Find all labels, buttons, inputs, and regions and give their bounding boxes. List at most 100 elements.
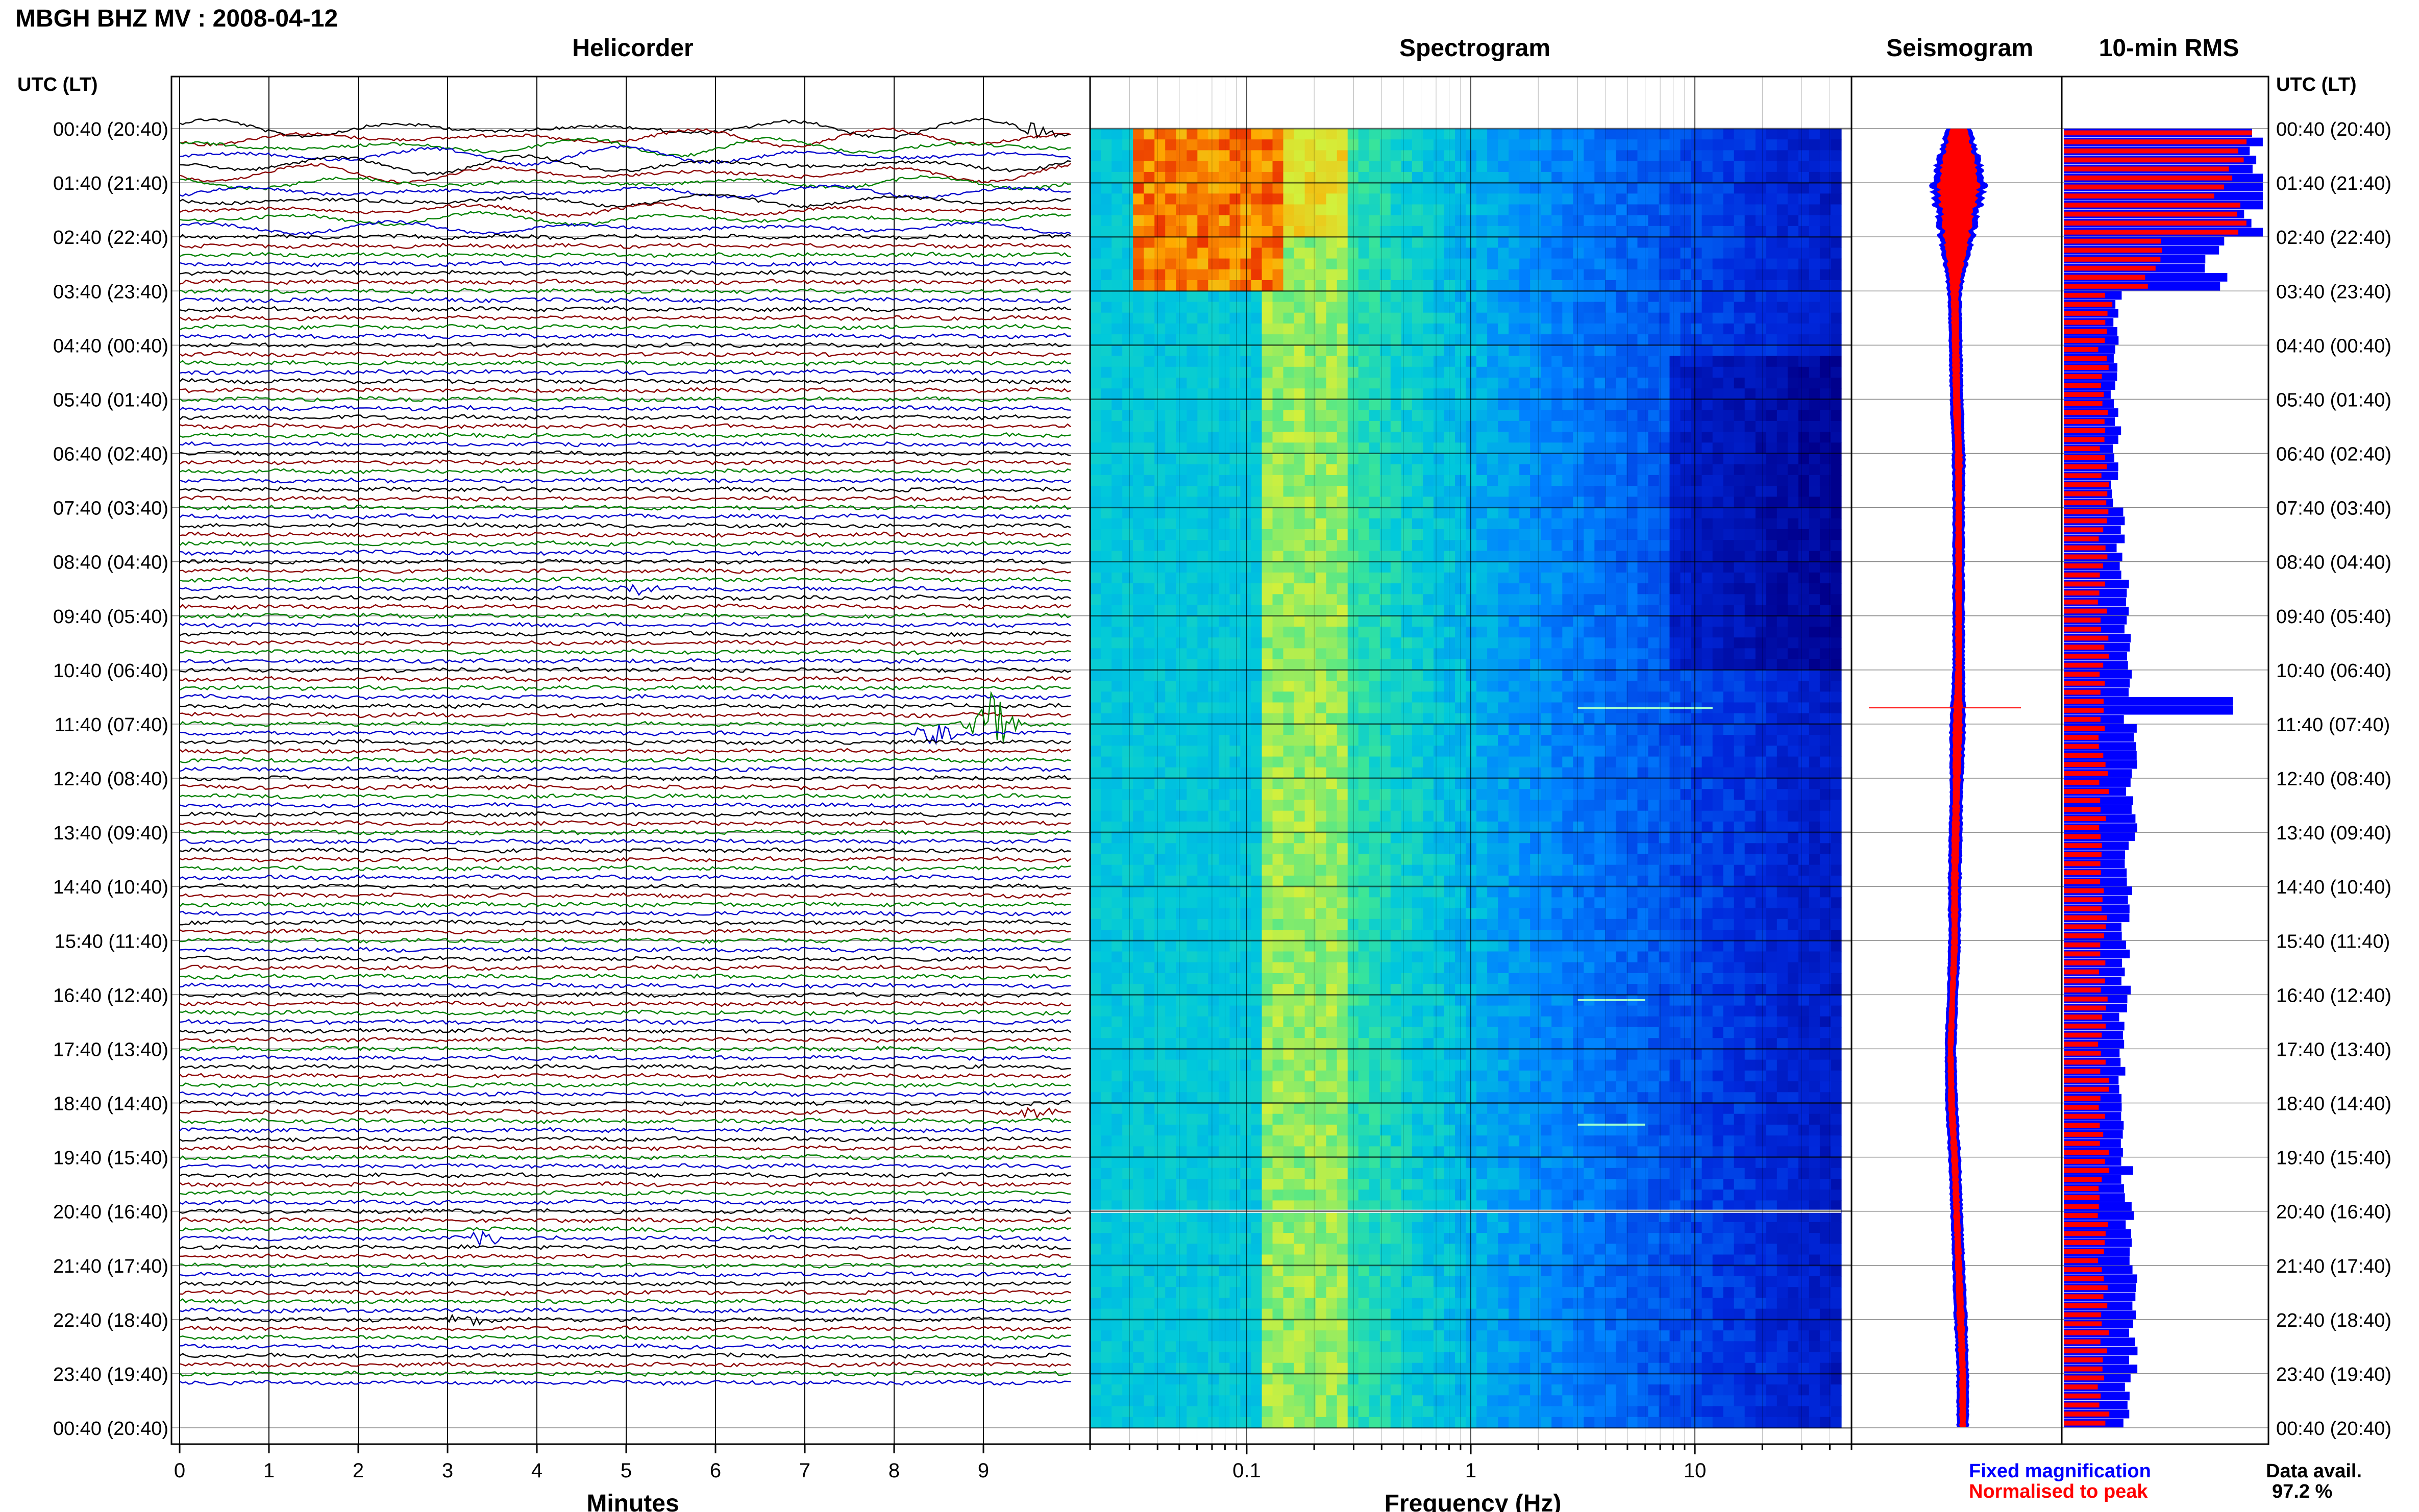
spectrogram-cell xyxy=(1723,312,1735,324)
spectrogram-cell xyxy=(1541,843,1552,855)
spectrogram-cell xyxy=(1476,735,1488,746)
spectrogram-cell xyxy=(1498,464,1509,476)
spectrogram-cell xyxy=(1272,843,1284,855)
spectrogram-cell xyxy=(1422,681,1434,692)
spectrogram-cell xyxy=(1680,821,1692,833)
spectrogram-cell xyxy=(1551,497,1563,508)
spectrogram-cell xyxy=(1626,247,1638,259)
spectrogram-cell xyxy=(1669,399,1681,411)
spectrogram-cell xyxy=(1605,442,1616,454)
spectrogram-cell xyxy=(1412,691,1423,703)
spectrogram-cell xyxy=(1691,615,1702,627)
spectrogram-cell xyxy=(1240,778,1251,789)
spectrogram-cell xyxy=(1133,129,1144,140)
spectrogram-cell xyxy=(1819,843,1831,855)
spectrogram-cell xyxy=(1766,475,1778,486)
helicorder-trace xyxy=(179,522,1071,529)
spectrogram-cell xyxy=(1240,648,1251,660)
spectrogram-cell xyxy=(1659,507,1670,519)
spectrogram-cell xyxy=(1594,821,1606,833)
spectrogram-cell xyxy=(1176,691,1187,703)
spectrogram-cell xyxy=(1819,345,1831,357)
spectrogram-cell xyxy=(1659,334,1670,345)
spectrogram-cell xyxy=(1584,756,1595,768)
spectrogram-cell xyxy=(1680,767,1692,779)
spectrogram-cell xyxy=(1229,204,1241,216)
spectrogram-cell xyxy=(1122,453,1133,465)
spectrogram-cell xyxy=(1412,486,1423,497)
spectrogram-cell xyxy=(1809,605,1820,616)
spectrogram-cell xyxy=(1712,183,1724,194)
spectrogram-cell xyxy=(1766,356,1778,367)
spectrogram-cell xyxy=(1541,670,1552,681)
spectrogram-cell xyxy=(1304,778,1316,789)
spectrogram-cell xyxy=(1455,756,1466,768)
spectrogram-cell xyxy=(1262,464,1273,476)
spectrogram-cell xyxy=(1229,832,1241,844)
spectrogram-cell xyxy=(1541,540,1552,551)
spectrogram-cell xyxy=(1379,746,1391,757)
spectrogram-cell xyxy=(1412,139,1423,151)
spectrogram-cell xyxy=(1487,767,1498,779)
spectrogram-cell xyxy=(1691,475,1702,486)
helicorder-trace xyxy=(179,594,1071,601)
spectrogram-cell xyxy=(1337,486,1348,497)
spectrogram-cell xyxy=(1734,735,1745,746)
spectrogram-cell xyxy=(1744,843,1756,855)
spectrogram-cell xyxy=(1444,171,1455,183)
spectrogram-cell xyxy=(1819,247,1831,259)
spectrogram-cell xyxy=(1176,453,1187,465)
spectrogram-cell xyxy=(1605,183,1616,194)
spectrogram-cell xyxy=(1701,605,1713,616)
spectrogram-cell xyxy=(1530,756,1541,768)
spectrogram-cell xyxy=(1712,497,1724,508)
spectrogram-cell xyxy=(1819,356,1831,367)
spectrogram-cell xyxy=(1337,150,1348,162)
spectrogram-cell xyxy=(1187,702,1198,714)
spectrogram-cell xyxy=(1240,139,1251,151)
spectrogram-cell xyxy=(1433,345,1445,357)
helicorder-trace xyxy=(179,847,1071,854)
spectrogram-cell xyxy=(1304,746,1316,757)
spectrogram-cell xyxy=(1294,681,1305,692)
spectrogram-cell xyxy=(1776,583,1788,594)
spectrogram-cell xyxy=(1229,291,1241,303)
spectrogram-cell xyxy=(1734,810,1745,822)
spectrogram-cell xyxy=(1101,204,1112,216)
spectrogram-cell xyxy=(1776,410,1788,422)
spectrogram-cell xyxy=(1798,756,1810,768)
spectrogram-cell xyxy=(1798,258,1810,270)
spectrogram-cell xyxy=(1637,410,1649,422)
helicorder-trace xyxy=(179,874,1071,881)
minute-tick-label: 7 xyxy=(799,1459,810,1482)
spectrogram-cell xyxy=(1122,843,1133,855)
spectrogram-cell xyxy=(1541,453,1552,465)
spectrogram-cell xyxy=(1347,334,1359,345)
time-label-left: 11:40 (07:40) xyxy=(55,714,168,736)
spectrogram-cell xyxy=(1433,258,1445,270)
helicorder-trace xyxy=(179,693,1071,701)
spectrogram-cell xyxy=(1691,789,1702,800)
spectrogram-cell xyxy=(1154,204,1166,216)
spectrogram-cell xyxy=(1594,648,1606,660)
spectrogram-cell xyxy=(1294,464,1305,476)
spectrogram-cell xyxy=(1701,420,1713,432)
spectrogram-cell xyxy=(1541,681,1552,692)
spectrogram-cell xyxy=(1755,269,1767,281)
spectrogram-cell xyxy=(1122,442,1133,454)
spectrogram-cell xyxy=(1294,540,1305,551)
spectrogram-cell xyxy=(1787,345,1799,357)
spectrogram-cell xyxy=(1251,356,1262,367)
spectrogram-cell xyxy=(1691,681,1702,692)
spectrogram-cell xyxy=(1659,681,1670,692)
spectrogram-cell xyxy=(1347,475,1359,486)
spectrogram-cell xyxy=(1669,551,1681,562)
spectrogram-cell xyxy=(1315,161,1327,172)
spectrogram-cell xyxy=(1584,334,1595,345)
time-label-right: 13:40 (09:40) xyxy=(2276,823,2391,844)
spectrogram-cell xyxy=(1562,713,1573,725)
spectrogram-cell xyxy=(1551,366,1563,378)
spectrogram-cell xyxy=(1379,334,1391,345)
spectrogram-cell xyxy=(1637,529,1649,540)
spectrogram-cell xyxy=(1831,648,1842,660)
